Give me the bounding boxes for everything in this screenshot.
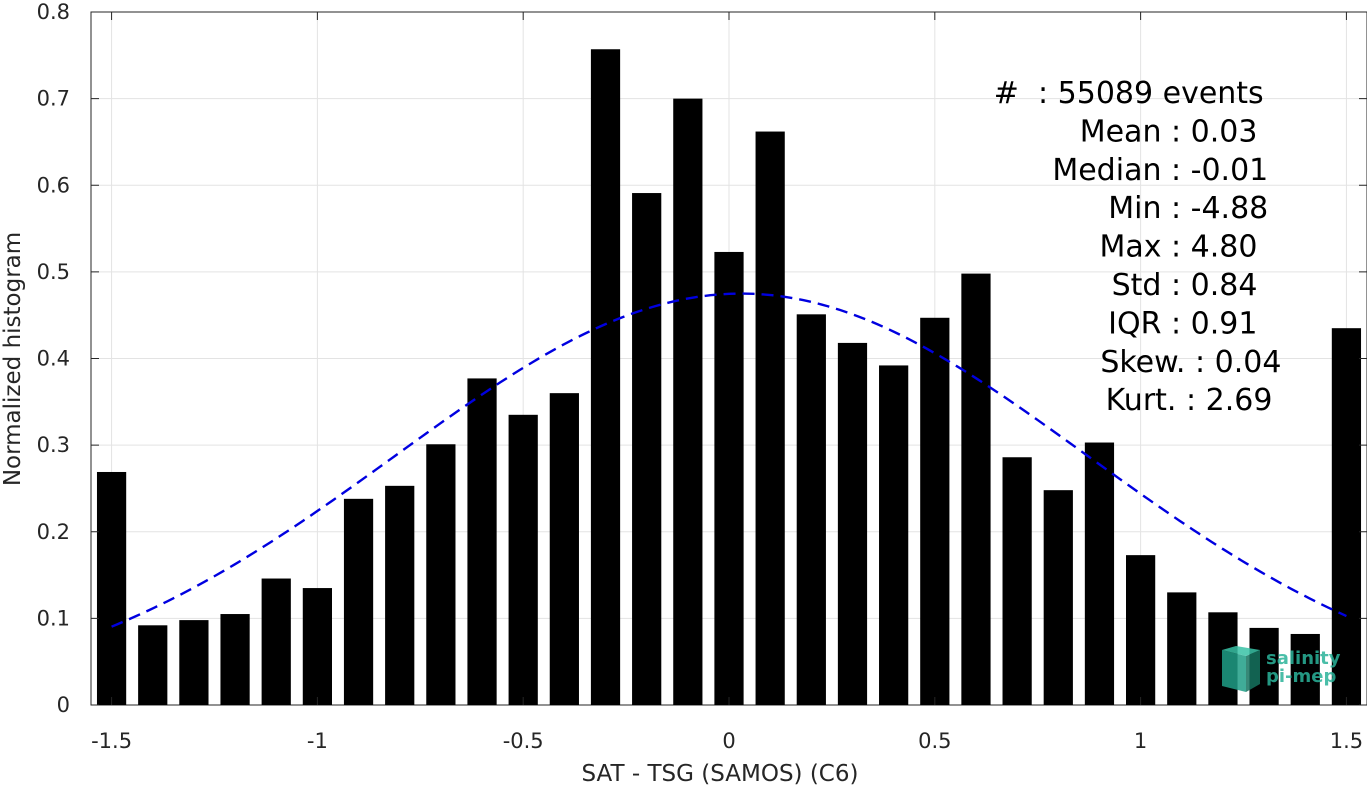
histogram-bar: [796, 314, 826, 705]
x-tick-label: 1: [1134, 729, 1147, 753]
histogram-bar: [96, 471, 127, 705]
histogram-bar: [1290, 633, 1320, 705]
y-tick-label: 0.7: [37, 87, 70, 111]
stat-value: : 55089 events: [1038, 76, 1264, 111]
y-tick-label: 0.3: [37, 433, 70, 457]
stat-label: Median: [1052, 153, 1171, 188]
histogram-bar: [1043, 490, 1073, 705]
y-tick-label: 0.4: [37, 347, 70, 371]
stat-value: : 2.69: [1186, 383, 1272, 418]
y-axis-ticks: 0 0.1 0.2 0.3 0.4 0.5 0.6 0.7 0.8: [37, 0, 1367, 717]
logo-text-line2: pi-mep: [1266, 666, 1337, 687]
histogram-bar: [385, 485, 415, 705]
stat-value: : 0.03: [1171, 114, 1257, 149]
stat-value: : -4.88: [1171, 191, 1268, 226]
x-tick-label: 0.5: [918, 729, 951, 753]
histogram-bar: [426, 444, 456, 705]
histogram-bar: [961, 273, 991, 705]
normal-fit-curve: [111, 292, 1347, 628]
stat-label: Mean: [1080, 114, 1171, 149]
x-tick-label: -1.5: [91, 729, 132, 753]
histogram-bar: [1084, 442, 1115, 705]
stat-label: #: [994, 76, 1038, 111]
x-axis-ticks: -1.5 -1 -0.5 0 0.5 1 1.5: [91, 12, 1363, 753]
stat-value: : -0.01: [1171, 153, 1268, 188]
y-tick-label: 0.2: [37, 520, 70, 544]
y-tick-label: 0.5: [37, 260, 70, 284]
histogram-bar: [1126, 555, 1156, 705]
histogram-bar: [549, 393, 579, 705]
y-axis-label: Normalized histogram: [0, 232, 26, 486]
histogram-bar: [467, 378, 497, 705]
stat-label: Min: [1108, 191, 1171, 226]
y-tick-label: 0.6: [37, 173, 70, 197]
y-tick-label: 0: [57, 693, 70, 717]
histogram-bar: [179, 620, 209, 705]
histogram-bar: [1331, 328, 1362, 705]
histogram-bar: [673, 98, 703, 705]
histogram-bar: [261, 578, 291, 705]
stat-label: IQR: [1108, 306, 1171, 341]
histogram-bar: [714, 251, 744, 706]
histogram-bar: [220, 614, 250, 705]
stat-label: Max: [1099, 230, 1171, 265]
x-tick-label: 0: [722, 729, 735, 753]
histogram-bar: [508, 414, 538, 705]
histogram-bar: [879, 365, 909, 705]
stat-value: : 0.91: [1171, 306, 1257, 341]
x-tick-label: -0.5: [503, 729, 544, 753]
stat-value: : 0.84: [1171, 268, 1257, 303]
x-axis-label: SAT - TSG (SAMOS) (C6): [582, 761, 859, 785]
x-tick-label: -1: [307, 729, 328, 753]
y-tick-label: 0.8: [37, 0, 70, 24]
histogram-bar: [920, 317, 950, 705]
bars: [96, 49, 1362, 706]
logo-text-line1: salinity: [1266, 648, 1341, 669]
stat-label: Kurt.: [1106, 383, 1186, 418]
histogram-bar: [302, 588, 332, 705]
x-tick-label: 1.5: [1330, 729, 1363, 753]
histogram-bar: [837, 342, 868, 705]
stat-value: : 4.80: [1171, 230, 1257, 265]
histogram-bar: [632, 193, 662, 705]
stat-value: : 0.04: [1195, 345, 1281, 380]
histogram-bar: [1167, 592, 1197, 705]
histogram-bar: [755, 131, 785, 706]
salinity-pi-mep-logo: salinity pi-mep: [1216, 646, 1346, 694]
histogram-bar: [343, 498, 374, 705]
histogram-bar: [138, 625, 168, 705]
stat-label: Std: [1112, 268, 1171, 303]
stat-label: Skew.: [1100, 345, 1195, 380]
histogram-bar: [1002, 457, 1032, 705]
cube-logo-icon: [1222, 646, 1260, 692]
histogram-bar: [590, 49, 621, 705]
y-tick-label: 0.1: [37, 606, 70, 630]
